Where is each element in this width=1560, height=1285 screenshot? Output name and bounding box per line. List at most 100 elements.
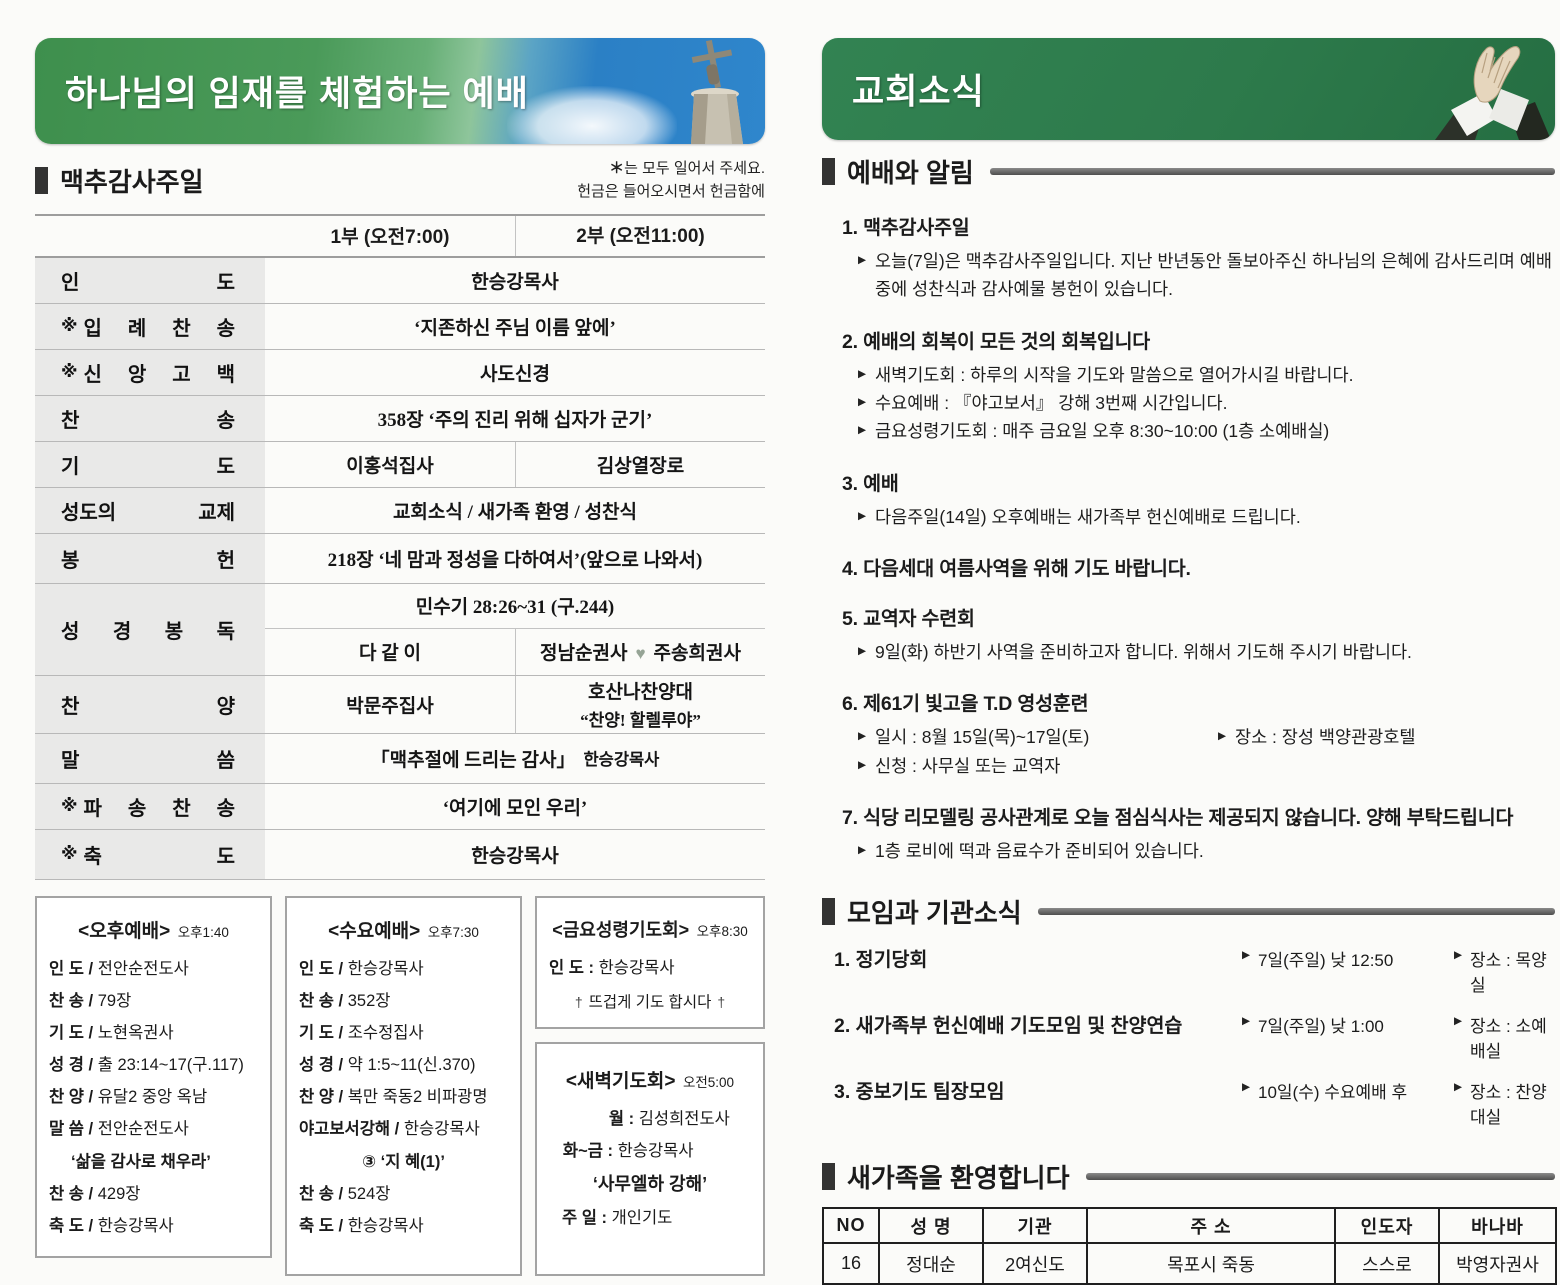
prayer-slogan: † 뜨겁게 기도 합시다 † — [574, 993, 726, 1011]
triangle-bullet-icon: ▶ — [1218, 730, 1227, 743]
triangle-bullet-icon: ▶ — [858, 254, 867, 266]
announcement-item: 7. 식당 리모델링 공사관계로 오늘 점심식사는 제공되지 않습니다. 양해 … — [842, 801, 1555, 865]
worship-notes: ＊는 모두 일어서 주세요. 헌금은 들어오시면서 헌금함에 — [577, 157, 765, 204]
sermon-quote: ‘사무엘하 강해’ — [592, 1173, 708, 1194]
section-marker-icon — [822, 158, 835, 185]
sermon-quote: ③ ‘지 혜(1)’ — [362, 1152, 445, 1171]
section-divider — [989, 168, 1555, 175]
triangle-bullet-icon: ▶ — [1242, 1015, 1251, 1028]
section-head-announcements: 예배와 알림 — [822, 153, 1555, 190]
table-row: 찬 양 박문주집사 호산나찬양대 “찬양! 할렐루야” — [35, 675, 765, 734]
newcomer-guide: 스스로 — [1334, 1242, 1440, 1285]
meeting-place: ▶ 장소 : 찬양대실 — [1454, 1081, 1547, 1128]
box-title: <오후예배> — [78, 920, 171, 942]
row-label: 찬 양 — [61, 695, 235, 718]
column-header: 성 명 — [878, 1207, 984, 1245]
announcement-item: 3. 예배 ▶ 다음주일(14일) 오후예배는 새가족부 헌신예배로 드립니다. — [842, 467, 1555, 531]
table-row: 찬 송 358장 ‘주의 진리 위해 십자가 군기’ — [35, 395, 765, 442]
section-marker-icon — [822, 898, 835, 926]
newcomer-row: 16 정대순 2여신도 목포시 죽동 스스로 박영자권사 — [822, 1242, 1557, 1285]
triangle-bullet-icon: ▶ — [858, 367, 867, 380]
box-time: 오전5:00 — [682, 1074, 735, 1090]
meeting-title: 1. 정기당회 — [834, 949, 928, 972]
triangle-bullet-icon: ▶ — [1242, 949, 1251, 962]
triangle-bullet-icon: ▶ — [858, 730, 867, 743]
triangle-bullet-icon: ▶ — [858, 645, 867, 658]
announcement-heading: 2. 예배의 회복이 모든 것의 회복입니다 — [842, 330, 1151, 353]
row-value-service-2: 호산나찬양대 “찬양! 할렐루야” — [515, 675, 765, 733]
row-label: 신 앙 고 백 — [83, 363, 235, 386]
service-1-header: 1부 (오전7:00) — [330, 227, 450, 248]
triangle-bullet-icon: ▶ — [858, 758, 867, 771]
note-line-1: ＊는 모두 일어서 주세요. — [609, 160, 765, 177]
box-title: <새벽기도회> — [565, 1070, 676, 1092]
worship-page-banner: 하나님의 임재를 체험하는 예배 — [35, 38, 765, 144]
section-head-newcomers: 새가족을 환영합니다 — [822, 1158, 1555, 1195]
announcement-heading: 5. 교역자 수련회 — [842, 608, 975, 631]
row-label: 인 도 — [61, 271, 235, 294]
section-head-meetings: 모임과 기관소식 — [822, 893, 1555, 930]
table-row: 인 도 한승강목사 — [35, 257, 765, 304]
section-title: 예배와 알림 — [847, 158, 974, 188]
announcement-bullet: ▶ 오늘(7일)은 맥추감사주일입니다. 지난 반년동안 돌보아주신 하나님의 은… — [858, 251, 1552, 300]
row-label: 축 도 — [83, 845, 235, 868]
triangle-bullet-icon: ▶ — [858, 424, 867, 437]
section-marker-icon — [822, 1163, 835, 1191]
triangle-bullet-icon: ▶ — [1454, 1015, 1463, 1028]
stand-mark-icon: ※ — [61, 844, 78, 863]
row-label: 성 경 봉 독 — [61, 620, 235, 643]
friday-prayer-box: <금요성령기도회> 오후8:30 인 도 : 한승강목사 † 뜨겁게 기도 합시다… — [535, 895, 765, 1029]
row-label: 기 도 — [61, 455, 235, 478]
column-header: 기관 — [982, 1207, 1088, 1245]
newcomers-header-row: NO 성 명 기관 주 소 인도자 바나바 — [822, 1207, 1557, 1245]
sermon-speaker: 한승강목사 — [583, 750, 660, 769]
meeting-list: 1. 정기당회 ▶ 7일(주일) 낮 12:50 ▶ 장소 : 목양실 2. 새가족… — [834, 943, 1555, 1128]
meeting-title: 2. 새가족부 헌신예배 기도모임 및 찬양연습 — [834, 1015, 1183, 1038]
announcement-heading: 4. 다음세대 여름사역을 위해 기도 바랍니다. — [842, 558, 1191, 581]
announcement-bullet: ▶ 1층 로비에 떡과 음료수가 준비되어 있습니다. — [858, 841, 1204, 862]
section-divider — [1037, 908, 1555, 916]
announcement-bullet: ▶ 일시 : 8월 15일(목)~17일(토) — [858, 727, 1090, 748]
row-value: 「맥추절에 드리는 감사」 한승강목사 — [265, 734, 765, 783]
praying-hands-icon — [1435, 46, 1551, 140]
announcement-bullet: ▶ 다음주일(14일) 오후예배는 새가족부 헌신예배로 드립니다. — [858, 506, 1301, 527]
box-title: <수요예배> — [328, 920, 421, 942]
heart-icon: ♥ — [635, 644, 646, 663]
column-header: NO — [822, 1207, 880, 1245]
table-row-sermon: 말 씀 「맥추절에 드리는 감사」 한승강목사 — [35, 733, 765, 784]
announcement-bullet: ▶ 새벽기도회 : 하루의 시작을 기도와 말씀으로 열어가시길 바랍니다. — [858, 364, 1354, 385]
section-head-thanksgiving: 맥추감사주일 ＊는 모두 일어서 주세요. 헌금은 들어오시면서 헌금함에 — [35, 157, 765, 204]
table-row: 봉 헌 218장 ‘네 맘과 정성을 다하여서’(앞으로 나와서) — [35, 533, 765, 584]
box-title: <금요성령기도회> — [552, 919, 690, 940]
triangle-bullet-icon: ▶ — [1454, 1081, 1463, 1094]
table-row: 기 도 이홍석집사 김상열장로 — [35, 441, 765, 488]
note-line-2: 헌금은 들어오시면서 헌금함에 — [577, 183, 765, 201]
section-title: 모임과 기관소식 — [847, 898, 1022, 929]
triangle-bullet-icon: ▶ — [1454, 949, 1463, 962]
meeting-place: ▶ 장소 : 목양실 — [1454, 949, 1547, 996]
cross-icon: † — [717, 993, 726, 1010]
news-page-banner: 교회소식 — [822, 38, 1555, 140]
row-value-service-2: 김상열장로 — [515, 441, 765, 487]
triangle-bullet-icon: ▶ — [858, 396, 867, 409]
row-value: 한승강목사 — [471, 271, 559, 293]
triangle-bullet-icon: ▶ — [858, 844, 867, 857]
row-value: 교회소식 / 새가족 환영 / 성찬식 — [392, 501, 638, 523]
meeting-row: 3. 중보기도 팀장모임 ▶ 10일(수) 수요예배 후 ▶ 장소 : 찬양대실 — [834, 1075, 1555, 1128]
row-label: 말 씀 — [61, 749, 235, 772]
newcomer-name: 정대순 — [878, 1242, 984, 1285]
newcomer-group: 2여신도 — [982, 1242, 1088, 1285]
row-value: 사도신경 — [480, 363, 550, 385]
row-label: 찬 송 — [61, 409, 235, 432]
triangle-bullet-icon: ▶ — [1242, 1081, 1251, 1094]
column-header: 주 소 — [1086, 1207, 1336, 1245]
stand-mark-icon: ※ — [61, 362, 78, 381]
announcement-item: 1. 맥추감사주일 ▶ 오늘(7일)은 맥추감사주일입니다. 지난 반년동안 돌보… — [842, 211, 1555, 304]
announcement-item: 2. 예배의 회복이 모든 것의 회복입니다 ▶ 새벽기도회 : 하루의 시작을 … — [842, 325, 1555, 446]
page-title: 교회소식 — [852, 72, 985, 112]
cross-icon: † — [574, 993, 583, 1010]
cloud-graphic — [507, 86, 677, 144]
stand-mark-icon: ※ — [61, 796, 78, 815]
triangle-bullet-icon: ▶ — [858, 509, 867, 522]
announcement-bullet: ▶ 신청 : 사무실 또는 교역자 — [858, 755, 1061, 776]
